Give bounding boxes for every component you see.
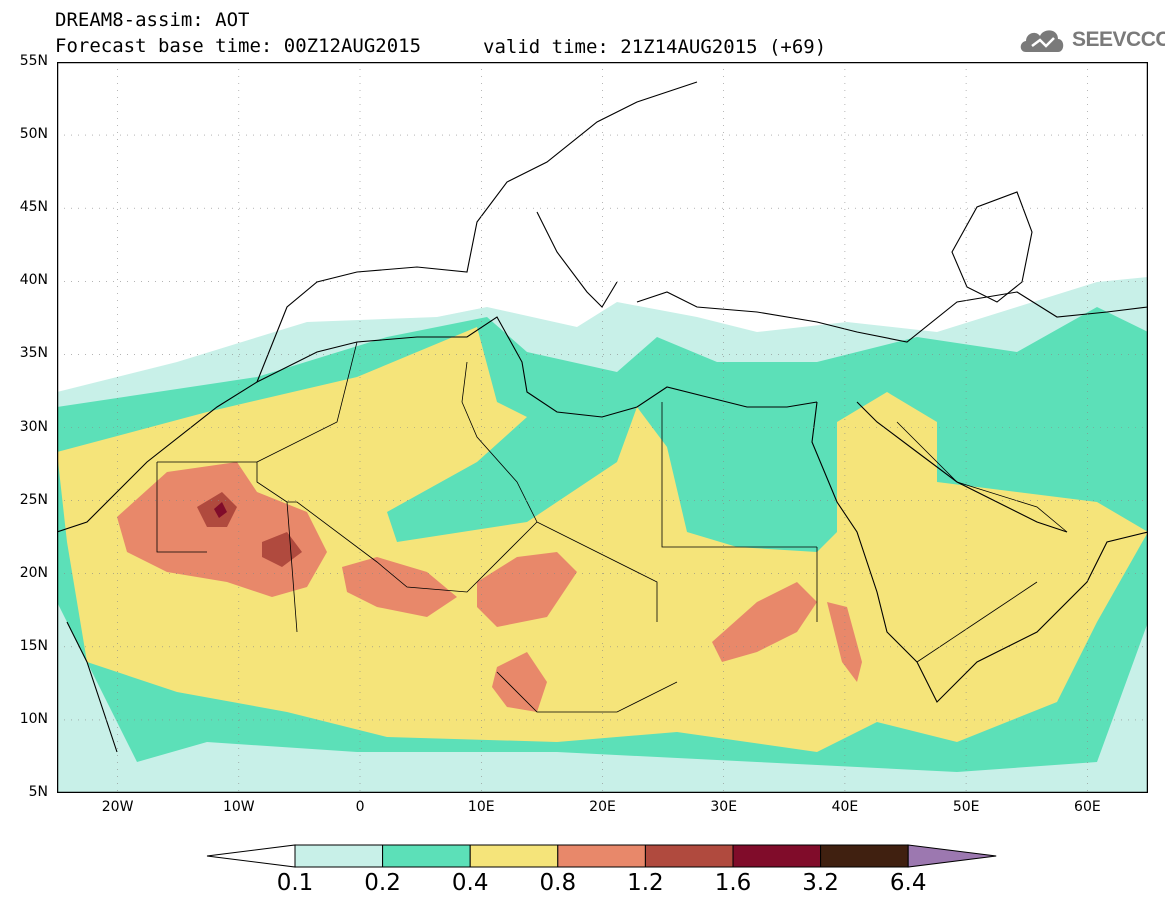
- aot-band-0.8-sudan: [712, 582, 817, 662]
- chart-title: DREAM8-assim: AOT: [55, 9, 250, 31]
- lat-label: 20N: [19, 564, 48, 581]
- colorbar-level-label: 3.2: [802, 870, 839, 896]
- lat-label: 50N: [19, 126, 48, 143]
- lon-label: 20E: [589, 799, 616, 815]
- lon-label: 50E: [952, 799, 980, 815]
- lat-label: 55N: [19, 53, 48, 69]
- lon-label: 10E: [467, 799, 495, 815]
- graticule: [57, 62, 1148, 793]
- lon-label: 0: [355, 799, 365, 815]
- colorbar-level-label: 0.2: [364, 870, 401, 896]
- colorbar-level-label: 1.2: [627, 870, 664, 896]
- cloud-icon: [1020, 30, 1064, 52]
- logo-text: SEEVCCC: [1072, 28, 1165, 51]
- seevccc-logo: SEEVCCC: [1018, 24, 1165, 56]
- aot-band-0.8-chad: [492, 652, 547, 712]
- colorbar-swatch: [382, 844, 471, 868]
- lon-label: 10W: [222, 799, 255, 815]
- colorbar: [206, 844, 997, 868]
- lon-label: 60E: [1074, 799, 1101, 815]
- valid-time: valid time: 21Z14AUG2015 (+69): [483, 36, 827, 58]
- lon-label: 20W: [101, 799, 134, 815]
- aot-band-1.2-b: [262, 532, 302, 567]
- country-borders: [156, 341, 1068, 713]
- colorbar-level-label: 0.4: [451, 870, 489, 896]
- colorbar-level-label: 0.1: [276, 870, 314, 896]
- lat-label: 10N: [19, 710, 48, 727]
- aot-band-1.6: [214, 502, 227, 518]
- lat-label: 5N: [28, 784, 48, 800]
- aot-band-0.8-eritrea: [827, 602, 862, 682]
- aot-band-0.8-sahara: [477, 552, 577, 627]
- aot-band-0.4: [57, 327, 1148, 752]
- aot-field: [57, 277, 1148, 793]
- colorbar-level-label: 0.8: [539, 870, 577, 896]
- colorbar-level-label: 6.4: [889, 870, 927, 896]
- lat-label: 45N: [19, 199, 48, 216]
- lat-label: 30N: [19, 418, 48, 435]
- lat-label: 25N: [19, 491, 48, 508]
- colorbar-swatch: [732, 844, 822, 868]
- map-border: [57, 62, 1148, 793]
- colorbar-swatch: [820, 844, 909, 868]
- colorbar-high-arrow: [907, 844, 997, 868]
- aot-band-0.8-central: [342, 557, 457, 617]
- lat-label: 35N: [19, 345, 48, 362]
- forecast-base-time: Forecast base time: 00Z12AUG2015: [55, 35, 422, 57]
- colorbar-swatch: [644, 844, 734, 868]
- lat-label: 40N: [19, 272, 48, 289]
- lon-label: 40E: [831, 799, 859, 815]
- colorbar-level-label: 1.6: [714, 870, 752, 896]
- lat-label: 15N: [19, 637, 48, 654]
- colorbar-swatch: [557, 844, 646, 868]
- colorbar-low-arrow: [206, 844, 296, 868]
- colorbar-swatch: [294, 844, 384, 868]
- lon-label: 30E: [710, 799, 738, 815]
- colorbar-swatch: [469, 844, 559, 868]
- dust-aot-map: [57, 62, 1148, 793]
